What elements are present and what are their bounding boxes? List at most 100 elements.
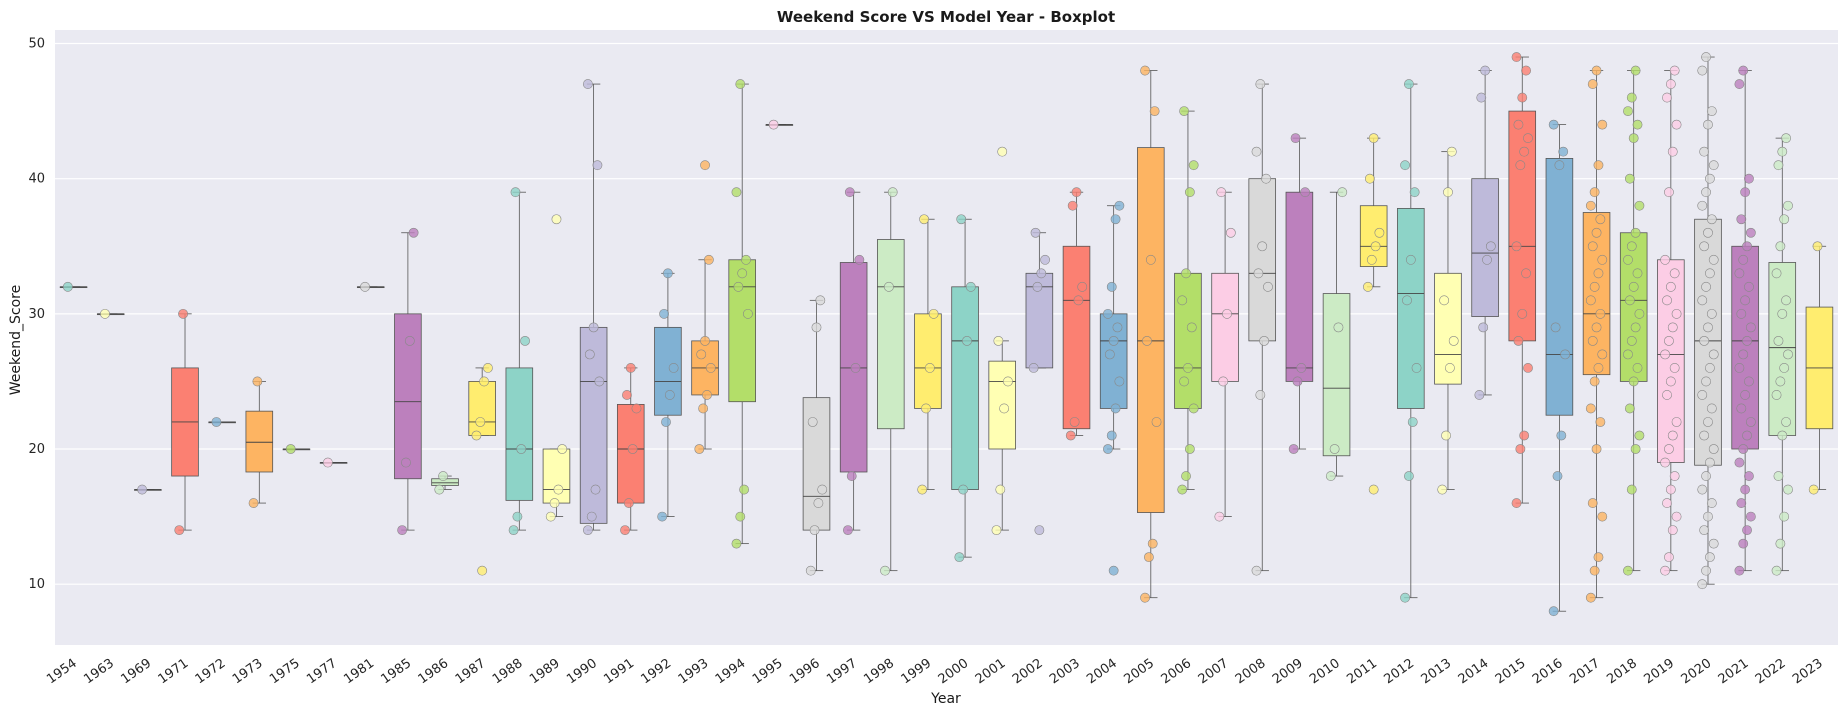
box-1986 [431,471,459,495]
data-point [584,349,595,360]
iqr-box [468,381,496,436]
x-tick-label: 1991 [601,656,637,687]
y-tick-labels: 10 20 30 40 50 [28,37,45,593]
box-1981 [356,281,385,292]
data-point [1333,322,1344,333]
data-point [1742,241,1752,252]
data-point [1028,363,1039,373]
data-point [360,281,370,292]
data-point [1742,430,1752,441]
data-point [1595,214,1606,225]
data-point [1591,322,1602,333]
data-point [1329,444,1340,454]
data-point [1738,254,1749,265]
outlier-point [997,146,1008,157]
data-point [1290,133,1301,144]
data-point [1703,511,1713,522]
data-point [705,363,716,373]
data-point [1110,403,1121,414]
data-point [1145,254,1156,265]
data-point [1706,403,1717,414]
data-point [1216,187,1227,198]
data-point [1480,65,1491,76]
box-2006 [1174,106,1202,495]
box-2021 [1731,65,1759,576]
data-point [627,444,638,454]
data-point [1660,349,1671,360]
data-point [1777,308,1788,319]
data-point [1585,592,1596,603]
data-point [1671,511,1682,522]
data-point [1671,119,1682,130]
data-point [1188,160,1199,171]
data-point [1781,295,1792,306]
data-point [1699,430,1710,441]
data-point [1515,444,1526,454]
data-point [1103,308,1113,319]
data-point [1734,457,1745,468]
data-point [1708,160,1719,171]
data-point [731,538,742,549]
data-point [1742,525,1752,536]
data-point [1628,376,1639,387]
data-point [1188,403,1199,414]
data-point [883,281,894,292]
data-point [1632,268,1643,279]
data-point [1179,106,1190,116]
x-tick-label: 2018 [1604,656,1640,687]
data-point [854,254,865,265]
iqr-box [654,326,682,416]
data-point [663,268,673,279]
data-point [1593,552,1604,563]
data-point [631,403,642,414]
data-point [594,376,605,387]
x-tick-label: 2010 [1307,656,1343,687]
data-point [1251,565,1262,576]
data-point [1701,471,1711,481]
data-point [1630,227,1641,238]
data-point [1703,119,1713,130]
data-point [1409,187,1420,198]
data-point [1704,552,1715,563]
grid-lines [55,42,1838,585]
data-point [434,484,445,495]
data-point [404,335,415,346]
data-point [1736,308,1747,319]
data-point [739,484,750,495]
data-point [1558,146,1569,157]
box-2008 [1248,79,1277,576]
data-point [1665,376,1676,387]
x-tick-label: 2011 [1344,656,1380,687]
data-point [1214,511,1225,522]
x-tick-label: 1971 [156,656,192,687]
data-point [1073,295,1084,306]
iqr-box [1174,272,1202,409]
data-point [1667,146,1678,157]
x-tick-label: 1954 [44,656,80,687]
data-point [322,457,333,468]
data-point [1704,363,1715,373]
data-point [1444,363,1455,373]
data-point [1697,579,1708,590]
data-point [1623,254,1633,265]
iqr-box [1508,110,1537,342]
data-point [1771,268,1782,279]
data-point [1222,308,1232,319]
data-point [1112,322,1123,333]
data-point [1630,322,1641,333]
data-point [815,295,826,306]
data-point [1660,565,1671,576]
data-point [553,484,564,495]
x-tick-label: 1988 [490,656,526,687]
data-point [1623,106,1633,116]
data-point [1595,417,1606,427]
data-point [1067,200,1078,211]
data-point [1140,65,1150,76]
data-point [483,363,493,373]
data-point [743,308,753,319]
x-tick-label: 2004 [1084,656,1120,687]
data-point [1667,525,1678,536]
data-point [582,79,593,89]
data-point [1699,525,1710,536]
data-point [1745,322,1756,333]
